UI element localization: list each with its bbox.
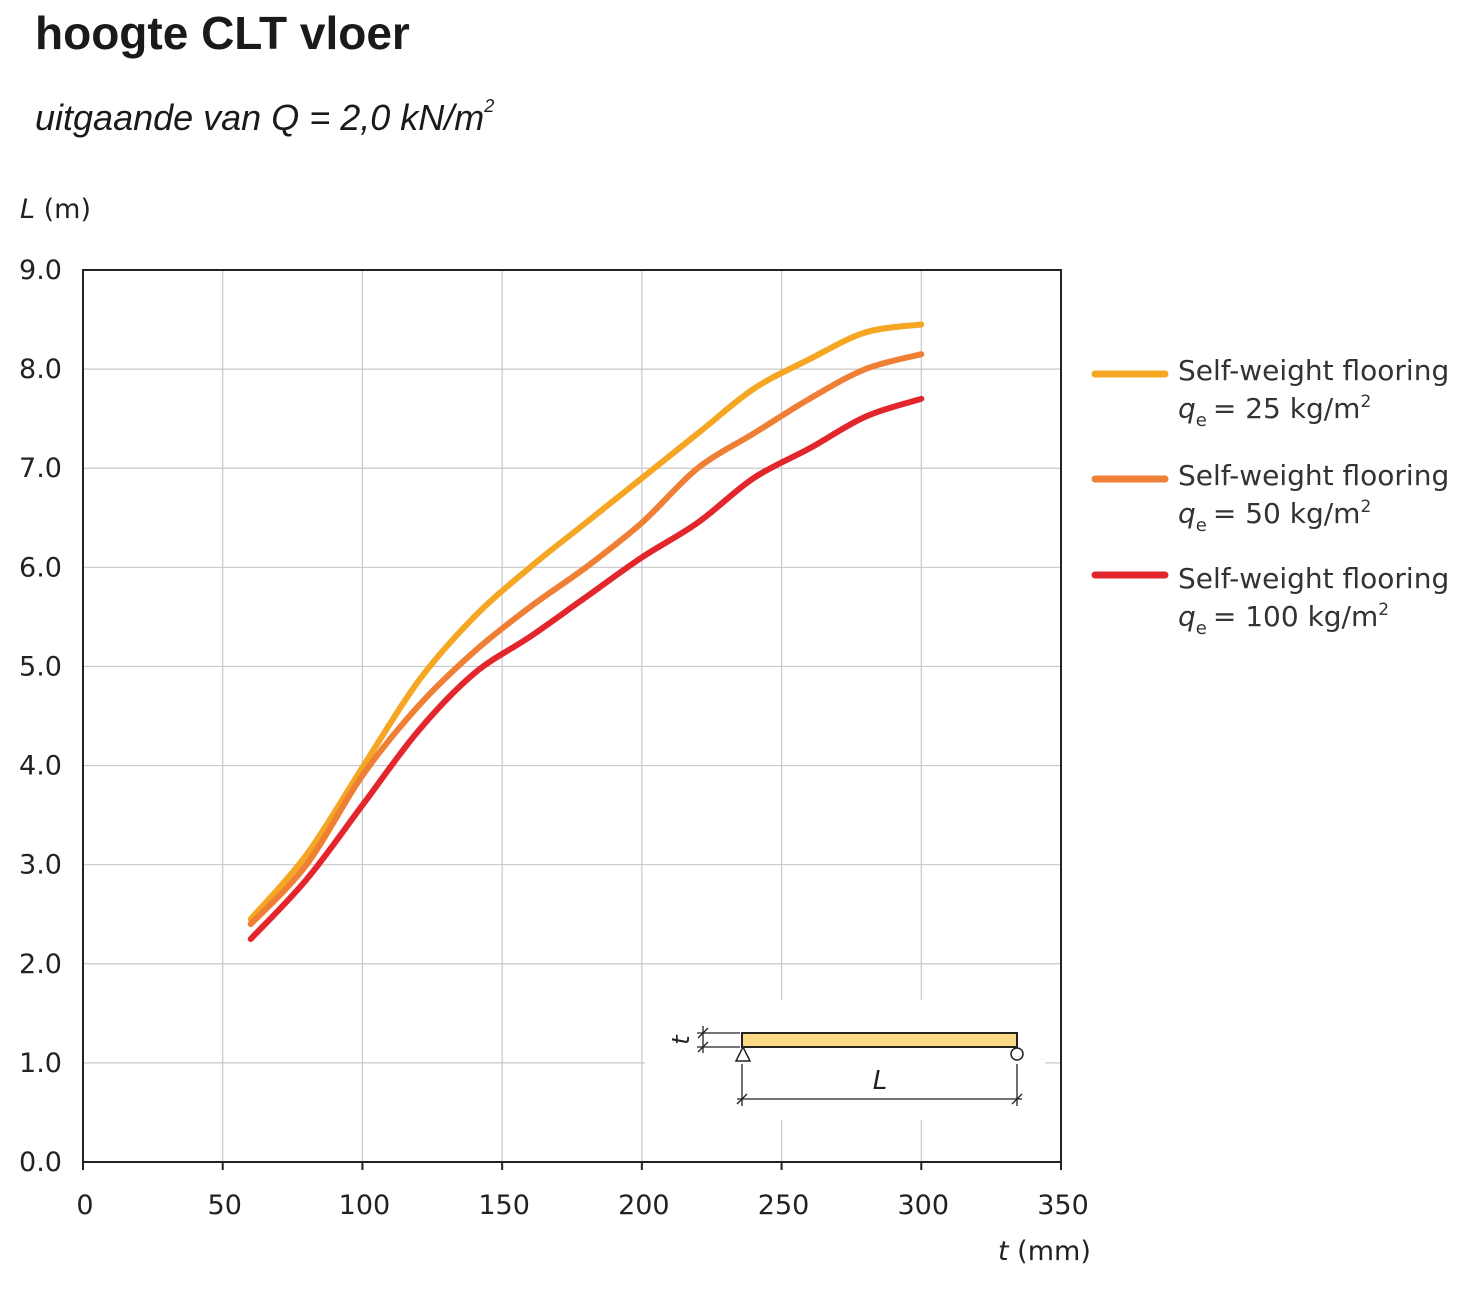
chart-subtitle: uitgaande van Q = 2,0 kN/m2	[35, 96, 494, 139]
legend: Self-weight flooring qe = 25 kg/m2 Self-w…	[1091, 354, 1449, 639]
thickness-tick-bottom	[697, 1041, 709, 1053]
legend-qe-value-2: = 50 kg/m	[1213, 497, 1361, 530]
y-tick-label-6: 6.0	[19, 552, 62, 583]
plot-border	[82, 269, 1062, 1163]
y-axis-label: L (m)	[20, 194, 91, 225]
x-axis-label: t (mm)	[998, 1236, 1091, 1267]
x-axis-unit: (mm)	[1009, 1236, 1091, 1267]
y-tick-label-8: 8.0	[19, 354, 62, 385]
span-tick-right	[1011, 1093, 1023, 1105]
y-tick-label-9: 9.0	[19, 255, 62, 286]
beam-shape	[741, 1032, 1018, 1048]
x-tick-label-5: 250	[758, 1190, 810, 1221]
legend-qe-1: qe = 25 kg/m2	[1178, 392, 1371, 431]
x-tick-label-7: 350	[1037, 1190, 1089, 1221]
legend-label-1: Self-weight flooring	[1178, 354, 1449, 387]
legend-label-3: Self-weight flooring	[1178, 562, 1449, 595]
subtitle-superscript: 2	[484, 96, 495, 116]
x-tick-label-4: 200	[618, 1190, 670, 1221]
x-tick-label-2: 100	[339, 1190, 391, 1221]
x-tick-label-3: 150	[478, 1190, 530, 1221]
series-line-2	[247, 351, 925, 928]
x-tick-label-6: 300	[898, 1190, 950, 1221]
y-axis-unit: (m)	[35, 194, 91, 225]
x-axis-symbol: t	[998, 1236, 1010, 1267]
legend-qe-2: qe = 50 kg/m2	[1178, 497, 1371, 536]
y-tick-label-5: 5.0	[19, 651, 62, 682]
axis-titles: L (m) t (mm)	[20, 194, 1091, 1267]
legend-label-2: Self-weight flooring	[1178, 459, 1449, 492]
y-tick-label-2: 2.0	[19, 949, 62, 980]
legend-qe-value-3: = 100 kg/m	[1213, 600, 1378, 633]
legend-qe-value-1: = 25 kg/m	[1213, 392, 1361, 425]
subtitle-text: uitgaande van Q = 2,0 kN/m	[35, 97, 485, 138]
y-axis-symbol: L	[20, 194, 35, 225]
pin-support	[734, 1045, 752, 1062]
roller-support	[1010, 1047, 1024, 1061]
y-tick-label-0: 0.0	[19, 1147, 62, 1178]
y-tick-label-7: 7.0	[19, 453, 62, 484]
x-tick-label-1: 50	[208, 1190, 242, 1221]
inset-background	[645, 1000, 1045, 1120]
y-tick-label-3: 3.0	[19, 850, 62, 881]
thickness-label: t	[667, 1034, 695, 1045]
series-group	[247, 321, 925, 942]
span-tick-left	[736, 1093, 748, 1105]
x-tick-label-0: 0	[76, 1190, 93, 1221]
series-line-3	[247, 395, 925, 942]
plot-frame	[82, 269, 1062, 1163]
chart-title: hoogte CLT vloer	[35, 7, 410, 59]
thickness-tick-top	[697, 1027, 709, 1039]
beam-inset: L t	[645, 1000, 1045, 1120]
series-line-1	[247, 321, 925, 923]
y-tick-label-1: 1.0	[19, 1048, 62, 1079]
legend-qe-3: qe = 100 kg/m2	[1178, 600, 1389, 639]
span-label: L	[873, 1066, 888, 1096]
y-tick-label-4: 4.0	[19, 751, 62, 782]
axis-ticks: 0 50 100 150 200 250 300 350 0.0 1.0 2.0 3.0 4.0 5.0 6…	[19, 255, 1089, 1221]
